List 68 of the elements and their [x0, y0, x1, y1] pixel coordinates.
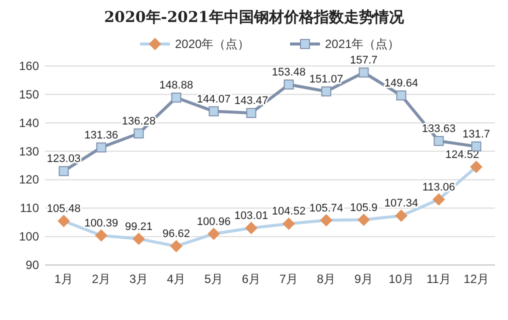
point: [358, 214, 370, 226]
point: [470, 160, 482, 173]
x-tick-label: 8月: [316, 272, 336, 286]
y-tick-label: 90: [26, 258, 40, 272]
x-tick-label: 1月: [54, 272, 74, 286]
point: [58, 166, 69, 176]
data-label: 107.34: [384, 198, 418, 210]
point: [284, 80, 294, 90]
chart-title: 2020年-2021年中国钢材价格指数走势情况: [104, 8, 405, 26]
y-tick-label: 140: [18, 116, 40, 130]
data-label: 100.96: [196, 216, 231, 228]
point: [58, 214, 70, 227]
data-label: 144.07: [196, 93, 231, 106]
point: [132, 232, 145, 245]
point: [134, 128, 144, 138]
data-label: 96.62: [162, 228, 190, 240]
point: [245, 222, 258, 234]
data-label: 105.9: [350, 202, 378, 214]
x-tick-label: 5月: [204, 272, 224, 286]
point: [95, 229, 108, 242]
y-tick-label: 110: [20, 201, 40, 216]
data-label: 105.74: [309, 202, 344, 214]
data-label: 105.48: [46, 202, 81, 215]
point: [396, 90, 406, 100]
data-label: 148.88: [159, 80, 194, 92]
point: [170, 240, 182, 252]
point: [320, 214, 332, 226]
y-tick-label: 160: [18, 59, 40, 73]
x-tick-label: 9月: [354, 272, 374, 286]
data-label: 149.64: [384, 77, 418, 90]
data-label: 151.07: [309, 73, 344, 86]
data-label: 104.52: [272, 206, 306, 218]
data-label: 143.47: [234, 94, 268, 107]
x-tick-label: 7月: [279, 272, 298, 286]
point: [246, 108, 256, 118]
x-tick-label: 4月: [166, 272, 186, 286]
legend-label: 2020年（点）: [175, 37, 250, 51]
point: [171, 92, 182, 103]
x-tick-label: 3月: [129, 272, 148, 286]
point: [358, 68, 369, 78]
point: [96, 142, 106, 152]
y-tick-label: 130: [18, 144, 40, 158]
data-label: 131.36: [84, 129, 118, 142]
point: [321, 86, 332, 96]
data-label: 103.01: [234, 210, 268, 222]
data-label: 153.48: [272, 66, 306, 79]
y-tick-label: 150: [18, 87, 40, 102]
data-label: 123.03: [46, 153, 81, 166]
legend-label: 2021年（点）: [325, 37, 400, 51]
point: [208, 228, 220, 240]
x-tick-label: 10月: [388, 272, 414, 286]
point: [395, 210, 408, 222]
point: [208, 106, 219, 116]
data-label: 124.52: [445, 148, 480, 161]
x-tick-label: 2月: [92, 272, 111, 286]
y-tick-label: 120: [18, 172, 40, 187]
data-label: 99.21: [124, 220, 153, 233]
point: [432, 193, 445, 206]
point: [434, 136, 444, 146]
data-label: 113.06: [422, 181, 456, 194]
x-tick-label: 11月: [426, 272, 451, 286]
point: [282, 218, 295, 230]
x-tick-label: 6月: [242, 272, 261, 286]
y-tick-label: 100: [18, 230, 40, 244]
data-label: 100.39: [84, 217, 118, 230]
data-label: 157.7: [350, 54, 378, 67]
x-tick-label: 12月: [464, 272, 489, 286]
data-label: 131.7: [462, 128, 490, 140]
